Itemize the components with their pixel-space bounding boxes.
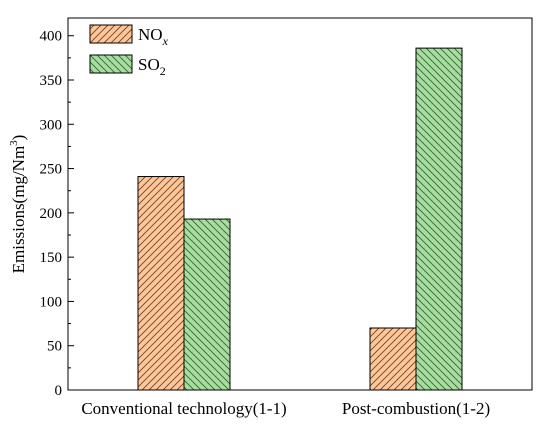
y-tick-label: 150 xyxy=(40,250,63,266)
x-axis: Conventional technology(1-1) Post-combust… xyxy=(81,384,490,418)
plot-frame xyxy=(67,17,533,391)
bars-group xyxy=(137,47,463,391)
y-axis-title-main: Emissions(mg/Nm xyxy=(9,146,28,274)
y-tick-label: 300 xyxy=(40,117,63,133)
y-tick-label: 400 xyxy=(40,29,63,45)
y-tick-label: 200 xyxy=(40,206,63,222)
x-tick-label: Conventional technology(1-1) xyxy=(81,399,286,418)
legend-swatch-nox xyxy=(89,24,133,44)
y-axis-title-suffix: ) xyxy=(9,135,28,141)
y-tick-label: 50 xyxy=(47,339,62,355)
bar-nox-1 xyxy=(137,176,185,391)
bar-so2-1 xyxy=(183,218,231,391)
x-tick-label: Post-combustion(1-2) xyxy=(342,399,490,418)
y-axis: 0 50 100 150 200 250 300 350 400 xyxy=(40,29,74,399)
bar-so2-2 xyxy=(415,47,463,391)
y-axis-title: Emissions(mg/Nm3) xyxy=(8,135,28,274)
legend-swatch-so2 xyxy=(89,54,133,74)
bar-nox-2 xyxy=(369,327,417,391)
legend-label-so2: SO2 xyxy=(138,55,166,78)
y-tick-label: 100 xyxy=(40,294,63,310)
legend: NOx SO2 xyxy=(89,24,169,78)
y-tick-label: 0 xyxy=(55,383,63,399)
y-axis-title-superscript: 3 xyxy=(8,140,20,146)
y-tick-label: 250 xyxy=(40,162,63,178)
y-tick-label: 350 xyxy=(40,73,63,89)
legend-label-nox: NOx xyxy=(138,25,169,48)
